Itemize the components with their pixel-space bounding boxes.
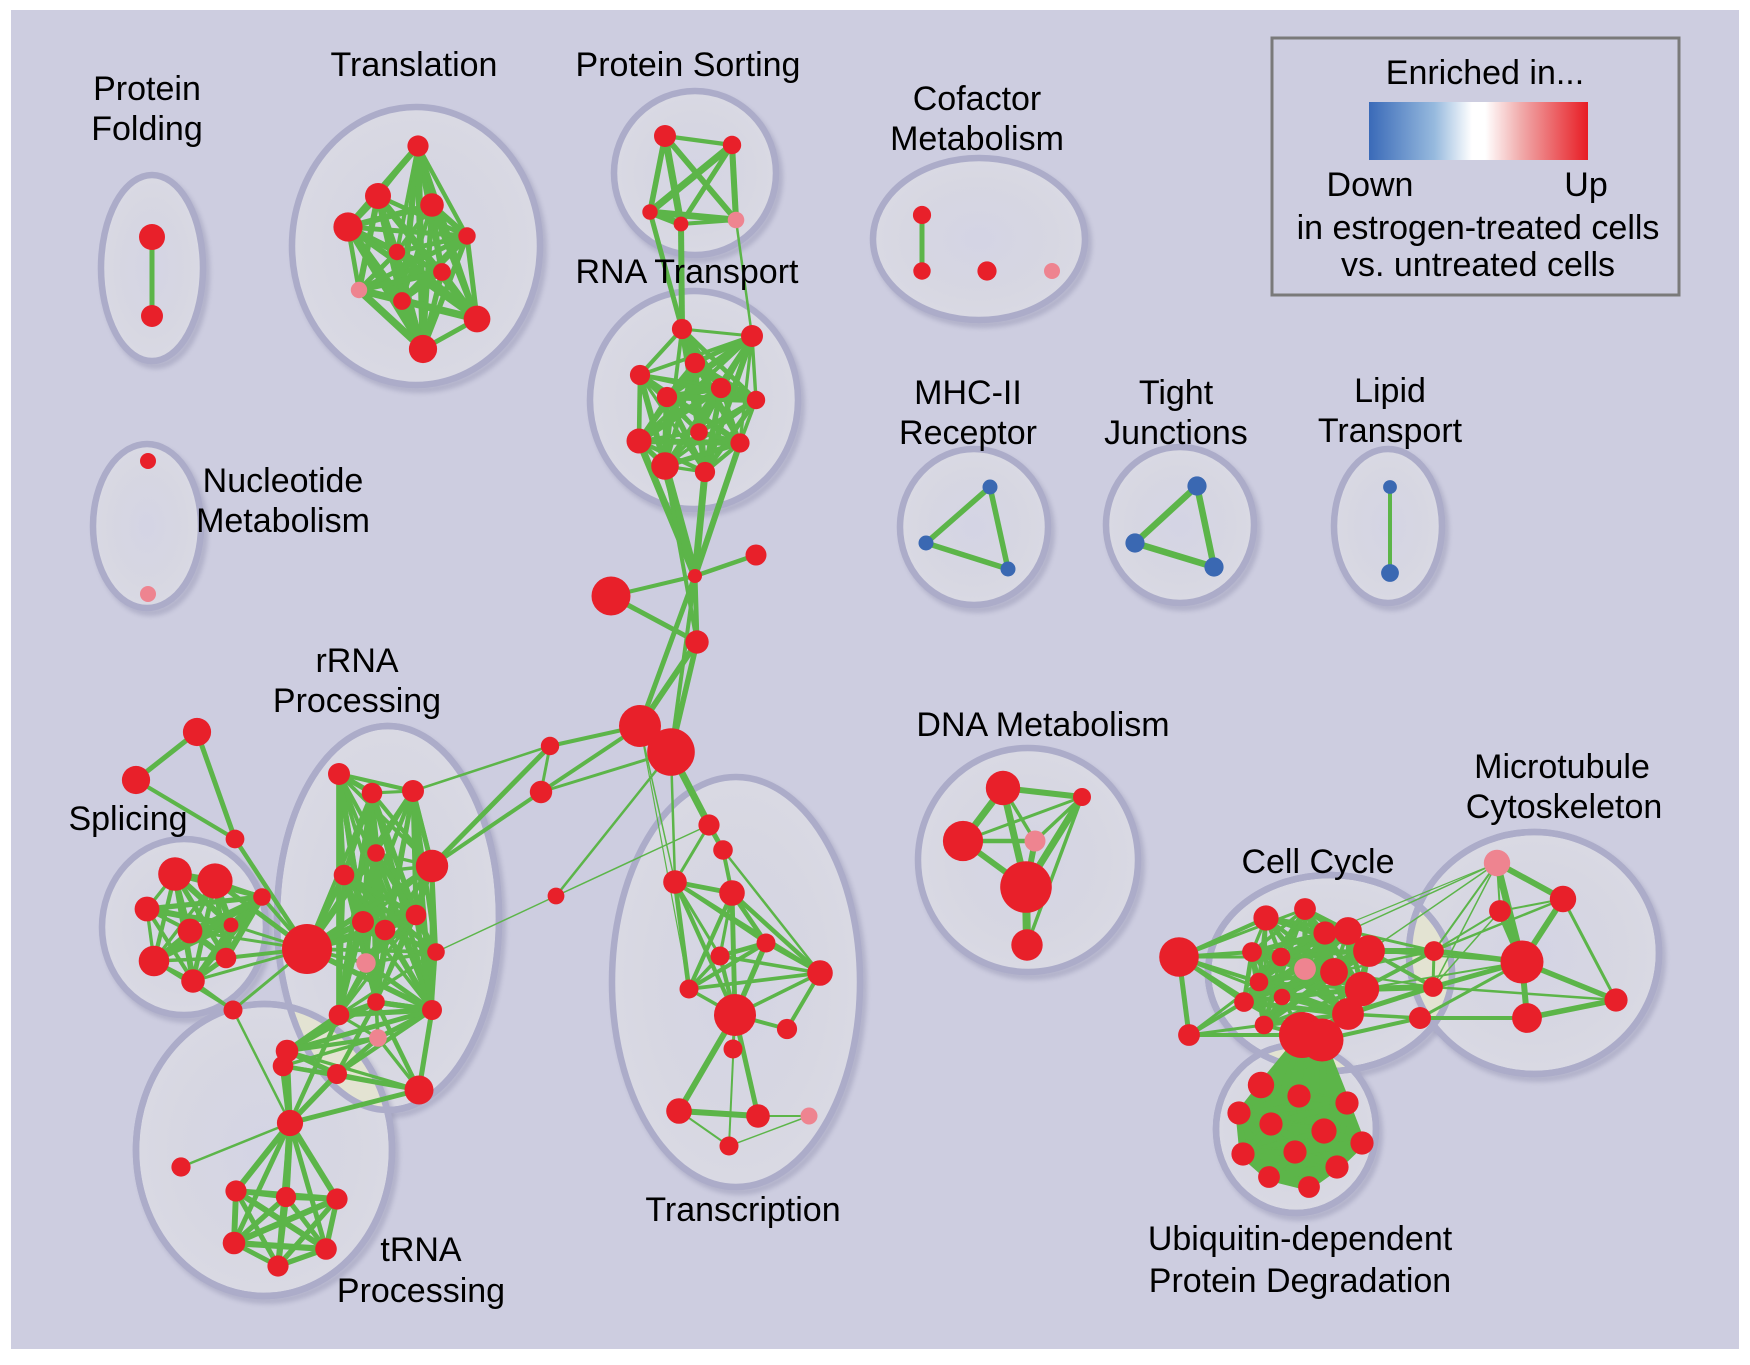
svg-text:Protein Degradation: Protein Degradation	[1149, 1262, 1451, 1300]
svg-text:Translation: Translation	[331, 46, 498, 84]
svg-text:tRNA: tRNA	[380, 1231, 462, 1269]
svg-text:Metabolism: Metabolism	[890, 120, 1064, 158]
svg-text:Nucleotide: Nucleotide	[203, 462, 364, 500]
svg-text:Receptor: Receptor	[899, 414, 1037, 452]
svg-text:in estrogen-treated cells: in estrogen-treated cells	[1297, 209, 1660, 247]
svg-text:Microtubule: Microtubule	[1474, 748, 1650, 786]
svg-text:Transport: Transport	[1318, 412, 1463, 450]
svg-text:Metabolism: Metabolism	[196, 502, 370, 540]
svg-text:DNA Metabolism: DNA Metabolism	[916, 706, 1169, 744]
svg-text:Junctions: Junctions	[1104, 414, 1248, 452]
svg-text:Ubiquitin-dependent: Ubiquitin-dependent	[1148, 1220, 1453, 1258]
svg-text:Cytoskeleton: Cytoskeleton	[1466, 788, 1663, 826]
svg-text:vs. untreated cells: vs. untreated cells	[1341, 246, 1615, 284]
svg-text:Cofactor: Cofactor	[913, 80, 1042, 118]
svg-text:Processing: Processing	[273, 682, 441, 720]
svg-text:MHC-II: MHC-II	[914, 374, 1022, 412]
svg-text:Cell Cycle: Cell Cycle	[1241, 843, 1394, 881]
svg-text:Tight: Tight	[1139, 374, 1214, 412]
svg-text:Up: Up	[1564, 166, 1607, 204]
svg-text:Enriched in...: Enriched in...	[1386, 54, 1584, 92]
svg-text:Protein: Protein	[93, 70, 201, 108]
svg-text:rRNA: rRNA	[315, 642, 398, 680]
svg-text:Processing: Processing	[337, 1272, 505, 1310]
svg-text:Down: Down	[1327, 166, 1414, 204]
svg-text:RNA Transport: RNA Transport	[576, 253, 800, 291]
svg-text:Lipid: Lipid	[1354, 372, 1426, 410]
svg-text:Folding: Folding	[91, 110, 203, 148]
svg-text:Transcription: Transcription	[645, 1191, 840, 1229]
svg-text:Splicing: Splicing	[68, 800, 187, 838]
svg-text:Protein Sorting: Protein Sorting	[576, 46, 801, 84]
